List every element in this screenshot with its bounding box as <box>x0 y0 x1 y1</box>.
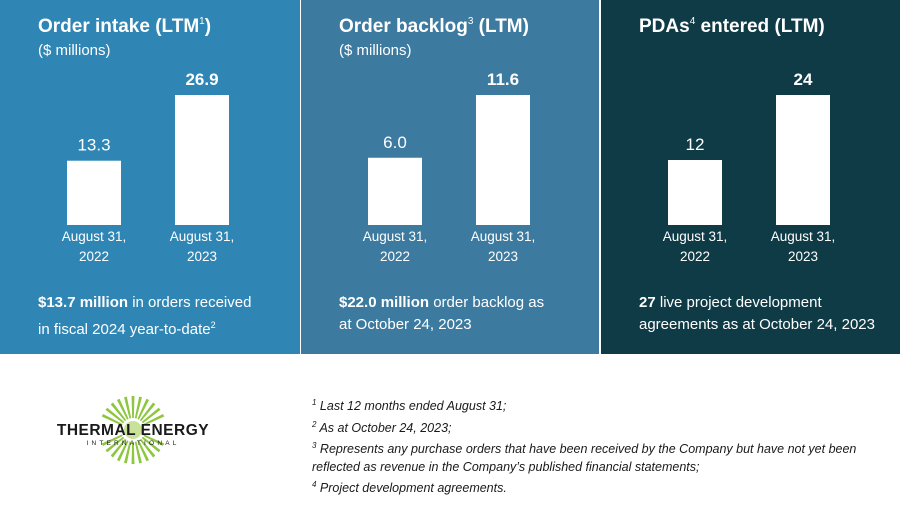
panel-title-text: PDAs <box>639 16 690 37</box>
bar-0 <box>67 160 121 225</box>
summary-line1: in orders received <box>128 294 252 311</box>
order-backlog-chart: 6.0 August 31, 2022 11.6 August 31, 2023 <box>363 70 536 264</box>
panel-title-footnote-mark: 3 <box>467 15 474 27</box>
thermal-energy-logo: THERMAL ENERGY INTERNATIONAL <box>57 396 209 464</box>
bar-0 <box>668 160 722 225</box>
data-label-0: 12 <box>686 135 705 154</box>
footnote-mark: 4 <box>312 480 317 490</box>
category-label-0-line-0: August 31, <box>663 229 728 244</box>
footnote-text: Represents any purchase orders that have… <box>312 442 857 474</box>
logo-text-line1: THERMAL ENERGY <box>57 422 209 439</box>
footnote-text: Project development agreements. <box>316 481 507 496</box>
pdas-entered-chart: 12 August 31, 2022 24 August 31, 2023 <box>663 70 836 264</box>
category-label-0-line-1: 2022 <box>79 249 109 264</box>
data-label-1: 24 <box>794 70 813 89</box>
panel-subtitle: ($ millions) <box>339 42 412 59</box>
category-label-1-line-0: August 31, <box>471 229 536 244</box>
summary-line2: at October 24, 2023 <box>339 316 472 333</box>
sun-core <box>124 421 142 439</box>
panel-title: PDAs4 entered (LTM) <box>639 16 825 38</box>
footnote-text: Last 12 months ended August 31; <box>316 399 507 414</box>
summary-line1: order backlog as <box>429 294 545 311</box>
logo-text-line2: INTERNATIONAL <box>86 440 179 447</box>
category-label-1-line-1: 2023 <box>187 249 217 264</box>
sun-ray <box>134 396 142 419</box>
sun-ray <box>143 434 165 447</box>
panel-title-suffix: (LTM) <box>473 16 529 37</box>
category-label-1-line-0: August 31, <box>771 229 836 244</box>
panel-title-footnote-mark: 4 <box>689 15 696 27</box>
category-label-1-line-0: August 31, <box>170 229 235 244</box>
category-label-1-line-1: 2023 <box>788 249 818 264</box>
panel-title-suffix: entered (LTM) <box>695 16 825 37</box>
category-label-0-line-1: 2022 <box>680 249 710 264</box>
panel-title-text: Order backlog <box>339 16 468 37</box>
data-label-1: 26.9 <box>185 70 218 89</box>
summary-highlight: $22.0 million <box>339 294 430 311</box>
footnote-2: 2 As at October 24, 2023; <box>312 416 892 438</box>
sun-ray <box>137 398 150 420</box>
sun-ray <box>131 396 135 419</box>
sun-ray <box>110 438 127 458</box>
sun-ray <box>134 441 142 464</box>
panel-summary: $22.0 million order backlog as at Octobe… <box>339 292 544 336</box>
footnotes: 1 Last 12 months ended August 31; 2 As a… <box>312 394 892 498</box>
footnote-mark: 2 <box>312 419 317 429</box>
sun-ray <box>124 441 132 464</box>
footnote-1: 1 Last 12 months ended August 31; <box>312 394 892 416</box>
sun-ray <box>116 440 129 462</box>
panel-title: Order backlog3 (LTM) <box>339 16 529 38</box>
sun-ray <box>124 396 132 419</box>
panel-title-text: Order intake (LTM <box>38 16 200 37</box>
panel-title-footnote-mark: 1 <box>199 15 205 27</box>
panel-title-suffix: ) <box>204 16 212 37</box>
sun-ray <box>101 413 123 426</box>
category-label-1-line-1: 2023 <box>488 249 518 264</box>
category-label-0-line-0: August 31, <box>62 229 127 244</box>
sun-ray <box>139 402 156 422</box>
summary-highlight: 27 <box>639 294 656 311</box>
panel-title: Order intake (LTM1) <box>38 16 211 38</box>
sun-ray <box>105 407 125 424</box>
bar-1 <box>175 95 229 225</box>
order-backlog-panel: 6.0 August 31, 2022 11.6 August 31, 2023 Orde… <box>301 0 599 354</box>
order-intake-chart: 13.3 August 31, 2022 26.9 August 31, 2023 <box>62 70 235 264</box>
footnote-mark: 3 <box>312 441 317 451</box>
summary-footnote-mark: 2 <box>210 320 216 330</box>
category-label-0-line-1: 2022 <box>380 249 410 264</box>
panel-summary: $13.7 million in orders received in fisc… <box>38 292 251 341</box>
sun-burst-icon <box>101 396 165 464</box>
bar-1 <box>476 95 530 225</box>
footer-area: THERMAL ENERGY INTERNATIONAL 1 Last 12 m… <box>0 354 900 506</box>
footnote-text: As at October 24, 2023; <box>316 420 452 435</box>
sun-ray <box>137 440 150 462</box>
footnote-3: 3 Represents any purchase orders that ha… <box>312 437 892 476</box>
panel-summary: 27 live project development agreements a… <box>639 292 875 336</box>
sun-ray <box>143 413 165 426</box>
sun-ray <box>141 436 161 453</box>
order-intake-panel: 13.3 August 31, 2022 26.9 August 31, 2023 Ord… <box>0 0 300 354</box>
sun-ray <box>131 441 135 464</box>
sun-ray <box>139 438 156 458</box>
sun-ray <box>110 402 127 422</box>
sun-ray <box>116 398 129 420</box>
pdas-entered-panel: 12 August 31, 2022 24 August 31, 2023 PDAs4 e… <box>601 0 900 354</box>
summary-line2: in fiscal 2024 year-to-date <box>38 321 211 338</box>
summary-highlight: $13.7 million <box>38 294 129 311</box>
sun-ray <box>105 436 125 453</box>
footnote-mark: 1 <box>312 398 317 407</box>
category-label-0-line-0: August 31, <box>363 229 428 244</box>
bar-0 <box>368 157 422 225</box>
summary-line2: agreements as at October 24, 2023 <box>639 316 875 333</box>
data-label-1: 11.6 <box>487 70 519 89</box>
sun-ray <box>141 407 161 424</box>
sun-ray <box>101 434 123 447</box>
summary-line1: live project development <box>655 294 822 311</box>
data-label-0: 6.0 <box>383 133 407 152</box>
bar-1 <box>776 95 830 225</box>
footnote-4: 4 Project development agreements. <box>312 476 892 498</box>
panel-subtitle: ($ millions) <box>38 42 111 59</box>
data-label-0: 13.3 <box>77 136 110 155</box>
